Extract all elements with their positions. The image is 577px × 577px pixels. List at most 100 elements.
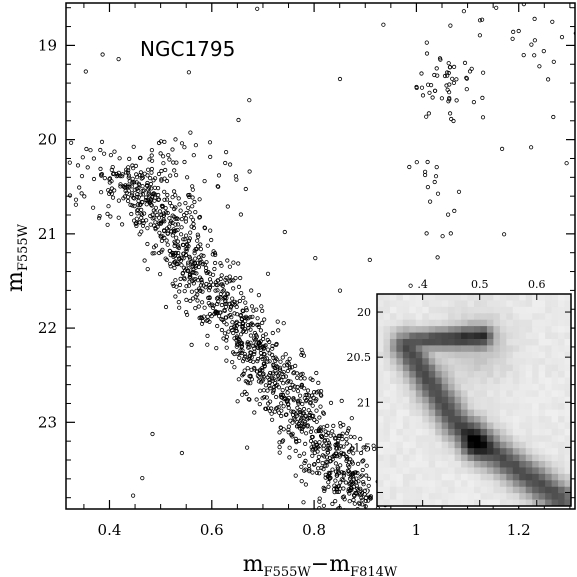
heatmap-cell xyxy=(532,403,540,411)
data-point xyxy=(193,305,198,311)
data-point xyxy=(267,359,272,364)
heatmap-cell xyxy=(441,371,449,378)
heatmap-cell xyxy=(383,364,391,372)
data-point xyxy=(451,64,457,70)
heatmap-cell xyxy=(486,493,494,500)
data-point xyxy=(144,183,150,188)
data-point xyxy=(146,190,151,195)
data-point xyxy=(252,367,257,372)
heatmap-cell xyxy=(454,480,462,488)
data-point xyxy=(419,85,425,90)
heatmap-cell xyxy=(486,358,494,366)
data-point xyxy=(116,170,121,175)
heatmap-cell xyxy=(415,422,423,430)
heatmap-cell xyxy=(422,441,430,449)
heatmap-cell xyxy=(519,454,527,462)
data-point xyxy=(320,460,325,466)
main-axis-ticks xyxy=(66,3,575,509)
data-point xyxy=(215,301,220,307)
heatmap-cell xyxy=(467,345,475,353)
heatmap-cell xyxy=(506,428,514,436)
data-point xyxy=(182,237,187,242)
data-point xyxy=(230,320,235,325)
data-point xyxy=(173,205,178,210)
data-point xyxy=(305,388,311,393)
data-point xyxy=(256,322,261,327)
heatmap-cell xyxy=(512,383,520,391)
heatmap-cell xyxy=(480,332,488,340)
heatmap-cell xyxy=(545,448,552,455)
data-point xyxy=(371,443,376,448)
data-point xyxy=(195,298,200,303)
data-point xyxy=(157,221,162,226)
heatmap-cell xyxy=(558,486,565,494)
heatmap-cell xyxy=(519,294,527,301)
data-point xyxy=(240,329,245,334)
heatmap-cell xyxy=(538,332,546,340)
data-point xyxy=(105,211,110,216)
heatmap-cell xyxy=(448,306,455,314)
data-point xyxy=(205,342,210,347)
heatmap-cell xyxy=(519,338,527,346)
data-point xyxy=(244,306,249,311)
heatmap-cell xyxy=(461,448,468,455)
data-point xyxy=(134,194,140,199)
data-point xyxy=(551,114,556,120)
heatmap-cell xyxy=(538,473,546,481)
heatmap-cell xyxy=(506,377,514,385)
heatmap-cell xyxy=(493,345,501,353)
data-point xyxy=(287,364,292,369)
heatmap-cell xyxy=(532,416,540,423)
heatmap-cell xyxy=(480,313,488,321)
data-point xyxy=(332,489,337,495)
heatmap-cell xyxy=(383,448,391,455)
data-point xyxy=(248,350,253,355)
heatmap-cell xyxy=(428,473,436,481)
data-point xyxy=(228,307,233,312)
data-point xyxy=(327,472,332,477)
heatmap-cell xyxy=(441,486,449,494)
heatmap-cell xyxy=(506,435,514,443)
heatmap-cell xyxy=(545,396,552,404)
heatmap-cell xyxy=(467,332,475,340)
heatmap-cell xyxy=(525,332,533,340)
data-point xyxy=(107,177,112,182)
data-point xyxy=(211,282,216,287)
heatmap-cell xyxy=(538,428,546,436)
data-point xyxy=(202,225,207,230)
heatmap-cell xyxy=(428,383,436,391)
heatmap-cell xyxy=(486,435,494,443)
data-point xyxy=(310,413,315,419)
heatmap-cell xyxy=(377,422,384,430)
heatmap-cell xyxy=(532,300,540,308)
data-point xyxy=(189,342,194,347)
heatmap-cell xyxy=(454,396,462,404)
heatmap-cell xyxy=(538,294,546,301)
heatmap-cell xyxy=(389,371,397,378)
data-point xyxy=(275,319,280,324)
heatmap-cell xyxy=(435,326,443,333)
data-point xyxy=(235,335,240,340)
data-point xyxy=(177,202,182,207)
data-point xyxy=(295,375,300,380)
heatmap-cell xyxy=(428,435,436,443)
heatmap-cell xyxy=(486,428,494,436)
heatmap-cell xyxy=(545,435,552,443)
data-point xyxy=(234,300,239,305)
heatmap-cell xyxy=(448,351,455,359)
data-point xyxy=(186,205,191,210)
data-point xyxy=(338,463,343,468)
data-point xyxy=(469,66,474,71)
data-point xyxy=(231,260,236,265)
heatmap-cell xyxy=(519,493,527,500)
data-point xyxy=(97,216,102,221)
heatmap-cell xyxy=(428,390,436,398)
data-point xyxy=(219,327,224,333)
heatmap-cell xyxy=(558,383,565,391)
data-point xyxy=(170,147,175,152)
data-point xyxy=(130,203,135,208)
data-point xyxy=(145,180,150,186)
heatmap-cell xyxy=(525,313,533,321)
heatmap-cell xyxy=(461,422,468,430)
data-point xyxy=(240,358,246,364)
